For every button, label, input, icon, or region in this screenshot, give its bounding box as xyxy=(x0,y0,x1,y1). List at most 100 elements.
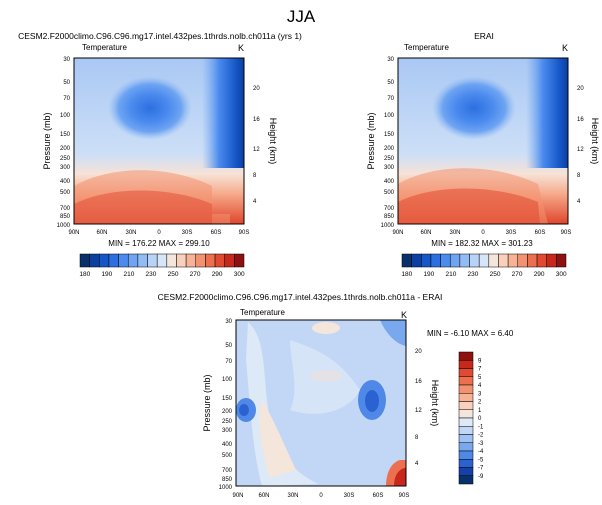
diff-panel: CESM2.F2000climo.C96.C96.mg17.intel.432p… xyxy=(158,292,514,499)
diff-x-tick-1: 60N xyxy=(258,493,269,499)
model-height-tick-labels: 20 16 12 8 4 xyxy=(253,86,260,205)
obs-x-tick-labels: 90N 60N 30N 0 30S 60S 90S xyxy=(392,230,571,236)
model-x-tick-2: 30N xyxy=(125,230,136,236)
obs-y-tick-0: 30 xyxy=(387,57,394,63)
obs-x-tick-6: 90S xyxy=(561,230,572,236)
temperature-colorbar-swatch-13 xyxy=(205,253,216,268)
model-height-tick-1: 16 xyxy=(253,117,260,123)
difference-colorbar-label-10: -3 xyxy=(478,441,484,447)
temperature-colorbar-right-swatch-4 xyxy=(440,253,451,268)
difference-colorbar-swatch-13 xyxy=(458,459,474,468)
difference-colorbar-swatch-11 xyxy=(458,442,474,452)
diff-height-tick-4: 4 xyxy=(415,461,419,467)
diff-cold-core-right xyxy=(365,390,379,412)
obs-cold-pool xyxy=(432,76,516,140)
difference-colorbar-swatch-5 xyxy=(458,393,474,402)
temperature-colorbar-swatch-6 xyxy=(137,253,148,268)
difference-colorbar-swatch-4 xyxy=(458,384,474,394)
model-frame xyxy=(73,57,245,225)
difference-colorbar-swatch-10 xyxy=(458,434,474,443)
obs-x-tick-3: 0 xyxy=(481,230,485,236)
model-y-tick-labels: 30 50 70 100 150 200 250 300 400 500 700… xyxy=(57,57,71,229)
diff-y-tick-6: 250 xyxy=(222,419,233,425)
obs-title: ERAI xyxy=(474,31,494,41)
temperature-colorbar-right-swatch-0 xyxy=(401,253,412,268)
obs-y-tick-11: 850 xyxy=(384,214,395,220)
model-cold-pool xyxy=(108,76,192,140)
difference-colorbar-swatch-2 xyxy=(458,368,474,377)
difference-colorbar-swatch-12 xyxy=(458,450,474,460)
obs-warm-core xyxy=(398,188,540,224)
temperature-colorbar-label-3: 230 xyxy=(146,271,157,278)
difference-colorbar-label-6: 1 xyxy=(478,408,482,414)
difference-colorbar-label-9: -2 xyxy=(478,433,484,439)
difference-colorbar-label-5: 2 xyxy=(478,400,482,406)
diff-y-tick-1: 50 xyxy=(225,343,232,349)
difference-colorbar-label-3: 4 xyxy=(478,383,482,389)
temperature-colorbar-right-swatch-14 xyxy=(536,253,547,268)
diff-x-tick-labels: 90N 60N 30N 0 30S 60S 90S xyxy=(232,493,409,499)
difference-colorbar-swatch-3 xyxy=(458,376,474,386)
diff-x-tick-4: 30S xyxy=(344,493,355,499)
diff-ylabel-right: Height (km) xyxy=(430,380,440,427)
obs-y-tick-7: 300 xyxy=(384,165,395,171)
obs-x-tick-1: 60N xyxy=(420,230,431,236)
obs-cold-pole xyxy=(526,58,568,168)
model-title: CESM2.F2000climo.C96.C96.mg17.intel.432p… xyxy=(18,31,302,41)
diff-x-tick-2: 30N xyxy=(287,493,298,499)
diff-warm-blob-upper xyxy=(312,322,340,334)
temperature-colorbar-label-7: 300 xyxy=(234,271,245,278)
difference-colorbar-swatch-9 xyxy=(458,426,474,435)
diff-y-tick-9: 500 xyxy=(222,453,233,459)
temperature-colorbar-right-label-4: 250 xyxy=(490,271,501,278)
temperature-colorbar-right-label-2: 210 xyxy=(445,271,456,278)
difference-colorbar-swatch-14 xyxy=(458,467,474,476)
model-warm-core xyxy=(74,190,212,224)
figure-title: JJA xyxy=(287,7,316,26)
temperature-colorbar-right-label-7: 300 xyxy=(556,271,567,278)
temperature-colorbar-swatch-12 xyxy=(195,253,206,268)
temperature-colorbar-right-labels: 180 190 210 230 250 270 290 300 xyxy=(401,271,567,278)
temperature-colorbar-label-5: 270 xyxy=(190,271,201,278)
diff-height-tick-2: 12 xyxy=(415,408,422,414)
diff-cold-core-left xyxy=(239,404,249,416)
temperature-colorbar-swatch-5 xyxy=(127,253,139,268)
obs-subtitle-right: K xyxy=(562,43,568,53)
model-stats: MIN = 176.22 MAX = 299.10 xyxy=(108,239,210,248)
temperature-colorbar-right-swatch-7 xyxy=(469,253,480,268)
model-y-tick-3: 100 xyxy=(60,113,71,119)
difference-colorbar-swatch-15 xyxy=(458,475,474,485)
obs-y-tick-1: 50 xyxy=(387,80,394,86)
model-y-tick-0: 30 xyxy=(63,57,70,63)
temperature-colorbar-label-6: 290 xyxy=(212,271,223,278)
temperature-colorbar-swatch-14 xyxy=(214,253,225,268)
temperature-colorbar-swatch-7 xyxy=(147,253,158,268)
model-ylabel: Pressure (mb) xyxy=(42,112,52,169)
diff-near-zero-center xyxy=(290,340,360,414)
obs-stats: MIN = 182.32 MAX = 301.23 xyxy=(431,239,533,248)
temperature-colorbar-right-swatch-10 xyxy=(498,253,509,268)
difference-colorbar-label-14: -9 xyxy=(478,474,484,480)
diff-y-tick-12: 1000 xyxy=(219,485,233,491)
diff-x-tick-6: 90S xyxy=(399,493,410,499)
temperature-colorbar-right-swatch-3 xyxy=(430,253,441,268)
diff-x-tick-5: 60S xyxy=(373,493,384,499)
obs-height-tick-0: 20 xyxy=(577,86,584,92)
temperature-colorbar: 180 190 210 230 250 270 290 300 xyxy=(79,253,245,278)
temperature-colorbar-right-swatch-15 xyxy=(546,253,557,268)
difference-colorbar-label-7: 0 xyxy=(478,416,482,422)
obs-y-tick-5: 200 xyxy=(384,146,395,152)
temperature-colorbar-label-4: 250 xyxy=(168,271,179,278)
difference-colorbar-swatch-1 xyxy=(458,360,474,369)
difference-colorbar-label-11: -4 xyxy=(478,449,484,455)
difference-colorbar-swatch-8 xyxy=(458,417,474,427)
temperature-colorbar-right-swatch-5 xyxy=(449,253,461,268)
difference-colorbar-labels: 9 7 5 4 3 2 1 0 -1 -2 -3 -4 -5 -7 -9 xyxy=(478,358,484,480)
obs-height-tick-4: 4 xyxy=(577,199,581,205)
difference-colorbar-swatch-7 xyxy=(458,409,474,419)
temperature-colorbar-swatch-11 xyxy=(185,253,197,268)
difference-colorbar-label-12: -5 xyxy=(478,457,484,463)
diff-y-tick-labels: 30 50 70 100 150 200 250 300 400 500 700… xyxy=(219,319,233,491)
diff-subtitle-left: Temperature xyxy=(240,308,285,317)
